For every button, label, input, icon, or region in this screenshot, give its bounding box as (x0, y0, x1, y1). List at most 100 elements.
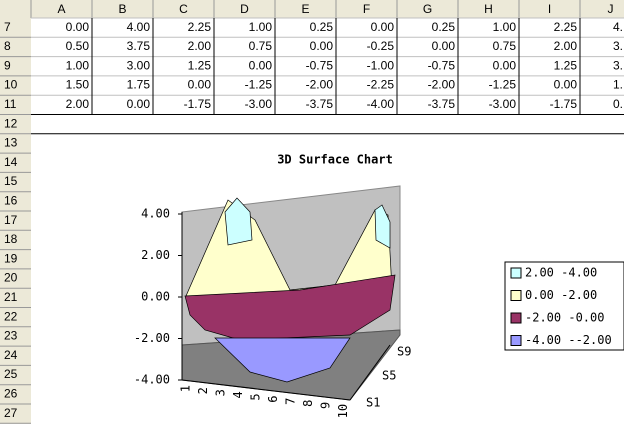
depth-tick-label: S1 (366, 396, 380, 410)
cell-value: 1.25 (554, 58, 578, 72)
column-header: A (57, 2, 65, 16)
row-header: 26 (4, 387, 18, 401)
row-header: 18 (4, 232, 18, 246)
cell-value: 1.00 (493, 20, 517, 34)
chart-area: 3D Surface Chart 4.00 2.00 0.00 -2.00 -4.00 1… (31, 137, 624, 424)
x-tick-label: 4 (231, 391, 245, 398)
legend-swatch (510, 267, 522, 279)
z-tick-label: 2.00 (141, 248, 170, 262)
z-tick-label: -2.00 (134, 331, 170, 345)
x-tick-label: 9 (319, 402, 333, 409)
x-tick-label: 5 (249, 393, 263, 400)
x-tick-label: 2 (196, 387, 210, 394)
cell-value: 1.00 (249, 20, 273, 34)
row-header: 11 (4, 97, 17, 111)
depth-axis (349, 344, 391, 401)
cell-value: 1.75 (127, 78, 151, 92)
row-header: 8 (4, 39, 11, 53)
cell-value: 0.25 (310, 20, 334, 34)
column-header: I (548, 2, 551, 16)
cell-value: -2.00 (306, 78, 334, 92)
row-header: 16 (4, 194, 18, 208)
row-header: 17 (4, 213, 18, 227)
cell-value: 3.75 (127, 39, 151, 53)
cell-value: -0.75 (306, 58, 334, 72)
cell-value: 0.00 (554, 78, 578, 92)
cell-value: -0.25 (367, 39, 395, 53)
cell-value: 1. (613, 78, 623, 92)
row-header: 7 (4, 20, 11, 34)
cell-value: 0.75 (493, 39, 517, 53)
cell-value: 1.25 (188, 58, 212, 72)
x-tick-label: 3 (214, 389, 228, 396)
cell-value: 0.00 (493, 58, 517, 72)
legend-swatch (510, 335, 522, 346)
cell-value: 0.00 (188, 78, 212, 92)
x-tick-label: 1 (179, 385, 193, 392)
row-header: 19 (4, 251, 18, 265)
cell-value: 0. (613, 97, 623, 111)
x-tick-label: 7 (284, 398, 298, 405)
row-header: 12 (4, 116, 18, 130)
cell-value: 1.50 (66, 78, 90, 92)
column-header: C (179, 2, 188, 16)
cell-value: 4.00 (127, 20, 151, 34)
cell-value: 4. (613, 20, 623, 34)
cell-value: 0.75 (249, 39, 273, 53)
column-header: E (301, 2, 309, 16)
cell-value: -1.25 (489, 78, 517, 92)
depth-tick-label: S9 (397, 345, 411, 359)
row-header: 15 (4, 174, 18, 188)
legend (504, 261, 624, 351)
surface-peak (374, 204, 391, 249)
legend-swatch (510, 312, 522, 324)
depth-tick-label: S5 (382, 369, 396, 383)
legend-swatch (510, 290, 522, 301)
cell-value: 1.00 (66, 58, 90, 72)
cell-value: -1.00 (367, 58, 395, 72)
row-header: 27 (4, 406, 18, 420)
cell-value: -1.75 (550, 97, 578, 111)
cell-value: 2.00 (554, 39, 578, 53)
cell-value: -3.00 (245, 97, 273, 111)
cell-value: -1.75 (184, 97, 212, 111)
cell-value: 0.00 (371, 20, 395, 34)
legend-label: -2.00 -0.00 (525, 311, 604, 325)
cell-value: -2.00 (428, 78, 456, 92)
surface-band (184, 274, 396, 341)
cell-value: 2.25 (554, 20, 578, 34)
x-tick-label: 10 (336, 404, 350, 418)
cell-value: -0.75 (428, 58, 456, 72)
legend-label: -4.00 --2.00 (525, 333, 612, 347)
column-header: G (423, 2, 432, 16)
row-header: 23 (4, 329, 18, 343)
cell-value: 0.00 (66, 20, 90, 34)
x-tick-label: 8 (301, 400, 315, 407)
row-header: 13 (4, 136, 18, 150)
legend-label: 2.00 -4.00 (525, 266, 597, 280)
cell-value: -2.25 (367, 78, 395, 92)
cell-value: 3. (613, 39, 623, 53)
z-tick-label: -4.00 (134, 373, 170, 387)
z-tick-label: 4.00 (141, 207, 170, 221)
row-header: 22 (4, 309, 18, 323)
row-header: 24 (4, 348, 18, 362)
row-header: 14 (4, 155, 18, 169)
x-tick-label: 6 (266, 396, 280, 403)
column-header: J (608, 2, 614, 16)
cell-value: 0.25 (432, 20, 456, 34)
column-header: H (484, 2, 493, 16)
column-header-bar (0, 0, 624, 18)
cell-value: -1.25 (245, 78, 273, 92)
cell-value: 0.00 (432, 39, 456, 53)
cell-value: 2.25 (188, 20, 212, 34)
cell-value: -3.00 (489, 97, 517, 111)
chart-title: 3D Surface Chart (277, 153, 393, 167)
cell-value: 0.00 (127, 97, 151, 111)
surface-peak (224, 197, 253, 246)
cell-value: 3.00 (127, 58, 151, 72)
cell-value: -3.75 (306, 97, 334, 111)
z-tick-label: 0.00 (141, 290, 170, 304)
column-header: D (240, 2, 249, 16)
row-header: 9 (4, 58, 11, 72)
